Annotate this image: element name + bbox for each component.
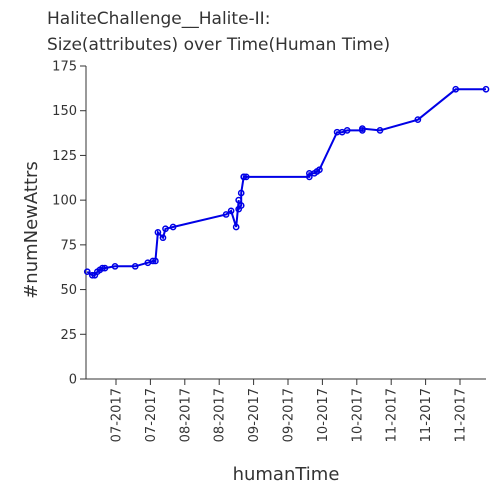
x-tick-label: 11-2017: [385, 388, 400, 442]
y-tick-label: 75: [60, 238, 77, 253]
y-tick-label: 50: [60, 283, 77, 298]
y-tick-label: 0: [69, 373, 77, 388]
y-tick-label: 150: [52, 104, 77, 119]
x-tick-label: 10-2017: [350, 388, 365, 442]
data-points: [85, 87, 489, 278]
x-tick-label: 09-2017: [282, 388, 297, 442]
x-axis-title: humanTime: [233, 464, 340, 485]
y-axis-title: #numNewAttrs: [21, 161, 42, 299]
chart-subtitle: Size(attributes) over Time(Human Time): [47, 35, 390, 55]
series-line: [87, 89, 486, 275]
x-tick-label: 08-2017: [178, 388, 193, 442]
x-tick-label: 08-2017: [213, 388, 228, 442]
x-tick-label: 07-2017: [144, 388, 159, 442]
y-tick-label: 25: [60, 328, 77, 343]
y-tick-label: 100: [52, 194, 77, 209]
x-tick-label: 11-2017: [454, 388, 469, 442]
y-tick-label: 175: [52, 60, 77, 75]
x-tick-label: 11-2017: [419, 388, 434, 442]
x-tick-label: 09-2017: [247, 388, 262, 442]
y-tick-label: 125: [52, 149, 77, 164]
x-tick-label: 10-2017: [316, 388, 331, 442]
x-tick-label: 07-2017: [110, 388, 125, 442]
data-point: [85, 269, 90, 274]
y-axis-ticks: 0 25 50 75 100 125 150 175: [52, 60, 86, 388]
x-axis-ticks: 07-2017 07-2017 08-2017 08-2017 09-2017 09-20…: [110, 379, 469, 442]
chart-title: HaliteChallenge__Halite-II:: [47, 9, 270, 29]
